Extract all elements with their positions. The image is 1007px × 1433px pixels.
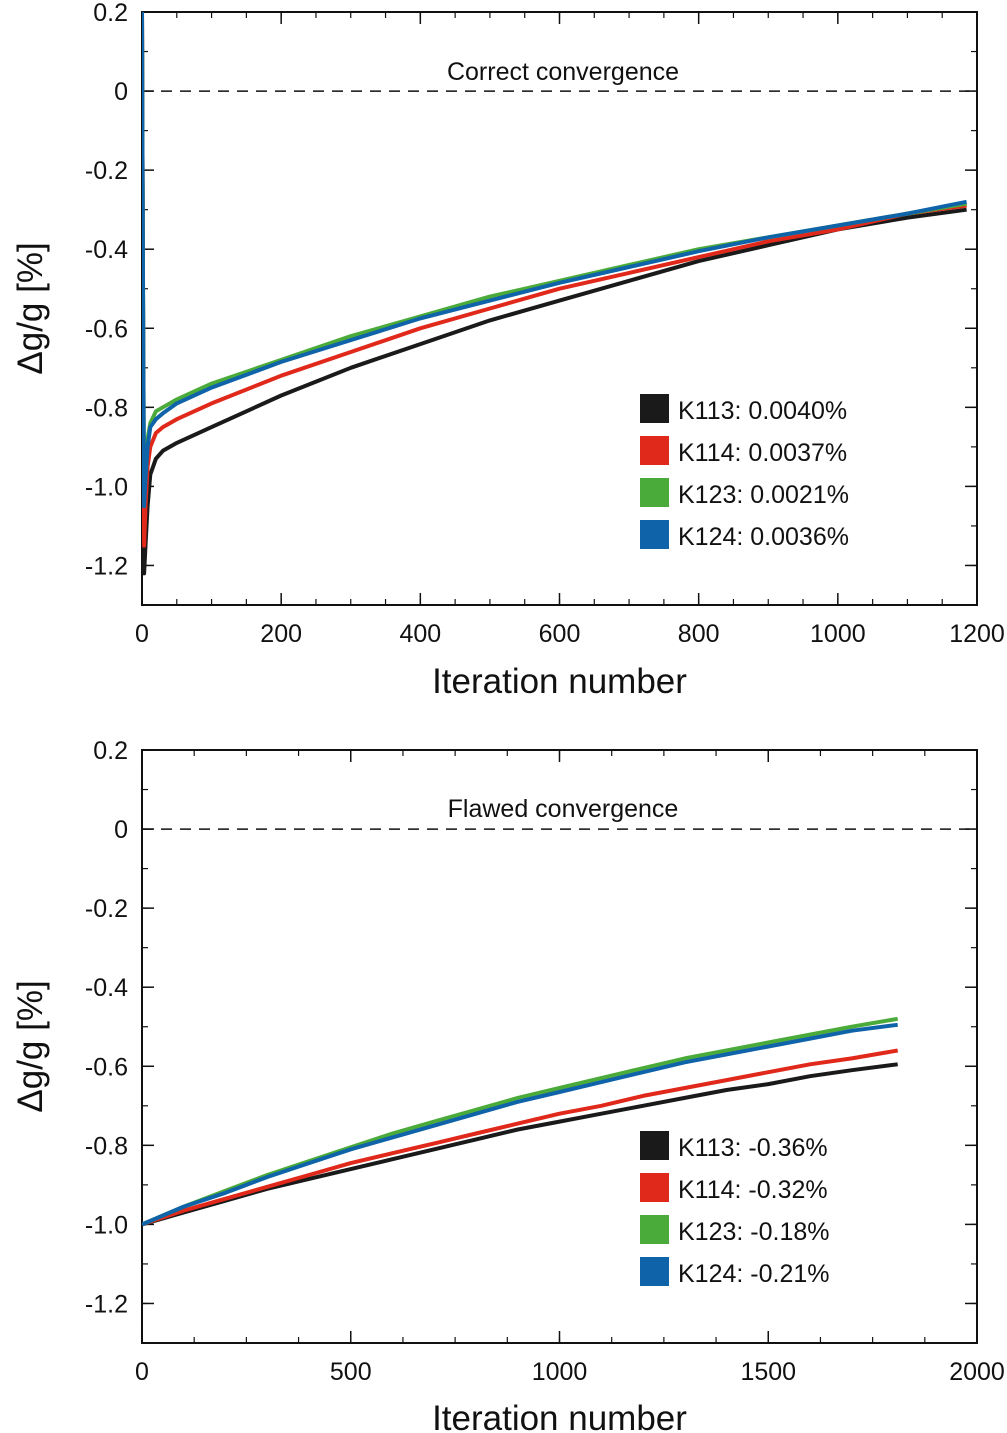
legend-label: K113: -0.36%: [678, 1134, 828, 1162]
x-tick-label: 600: [539, 620, 581, 648]
plot-frame: [141, 11, 978, 606]
legend-swatch: [640, 1257, 669, 1286]
y-tick-label: -0.6: [85, 315, 128, 343]
y-tick-label: 0.2: [93, 0, 128, 27]
x-tick-label: 200: [260, 620, 302, 648]
series-line-4: [142, 12, 967, 509]
y-tick-label: -0.6: [85, 1053, 128, 1081]
legend-label: K123: -0.18%: [678, 1218, 830, 1246]
x-tick-label: 1000: [810, 620, 866, 648]
y-tick-label: 0.2: [93, 737, 128, 765]
legend-swatch: [640, 394, 669, 423]
y-tick-label: -0.8: [85, 1132, 128, 1160]
series-line-2: [142, 1048, 899, 1227]
plot-frame: [141, 749, 978, 1344]
y-tick-label: -0.4: [85, 974, 128, 1002]
legend-label: K124: -0.21%: [678, 1260, 830, 1288]
series-line-2: [142, 12, 967, 548]
legend: K113: 0.0040% K114: 0.0037% K123: 0.0021% K…: [640, 394, 849, 551]
x-tick-label: 1200: [949, 620, 1005, 648]
legend: K113: -0.36% K114: -0.32% K123: -0.18% K124…: [640, 1131, 830, 1288]
x-tick-label: 1000: [532, 1358, 588, 1386]
x-tick-label: 2000: [949, 1358, 1005, 1386]
chart-panel-1: 0.2 0 -0.2 -0.4 -0.6 -0.8 -1.0 -1.2 0 200 400 600 80…: [11, 0, 1005, 701]
legend-swatch: [640, 520, 669, 549]
series-line-4: [142, 1022, 898, 1227]
y-tick-label: -0.4: [85, 236, 128, 264]
x-axis-title: Iteration number: [432, 1399, 687, 1433]
x-tick-label: 0: [135, 1358, 149, 1386]
legend-swatch: [640, 1131, 669, 1160]
x-tick-label: 0: [135, 620, 149, 648]
y-tick-label: -0.2: [85, 157, 128, 185]
chart-panel-2: 0.2 0 -0.2 -0.4 -0.6 -0.8 -1.0 -1.2 0 500 1000 1500…: [11, 737, 1005, 1433]
x-tick-label: 400: [399, 620, 441, 648]
legend-label: K124: 0.0036%: [678, 523, 849, 551]
x-axis-title: Iteration number: [432, 662, 687, 701]
y-tick-label: -1.0: [85, 473, 128, 501]
x-tick-label: 1500: [740, 1358, 796, 1386]
y-tick-label: -1.2: [85, 1290, 128, 1318]
y-tick-label: -1.0: [85, 1211, 128, 1239]
legend-label: K123: 0.0021%: [678, 481, 849, 509]
legend-swatch: [640, 478, 669, 507]
x-tick-label: 500: [330, 1358, 372, 1386]
legend-swatch: [640, 436, 669, 465]
legend-swatch: [640, 1173, 669, 1202]
y-tick-label: 0: [114, 78, 128, 106]
convergence-annotation: Correct convergence: [447, 58, 679, 86]
x-tick-label: 800: [678, 620, 720, 648]
convergence-annotation: Flawed convergence: [448, 795, 679, 823]
y-tick-label: -0.2: [85, 895, 128, 923]
legend-label: K114: 0.0037%: [678, 439, 847, 467]
y-tick-label: -1.2: [85, 552, 128, 580]
legend-label: K113: 0.0040%: [678, 397, 847, 425]
series-line-1: [142, 12, 967, 576]
y-axis-title: Δg/g [%]: [11, 242, 50, 374]
legend-swatch: [640, 1215, 669, 1244]
y-axis-title: Δg/g [%]: [11, 980, 50, 1112]
y-tick-label: -0.8: [85, 394, 128, 422]
y-tick-label: 0: [114, 816, 128, 844]
legend-label: K114: -0.32%: [678, 1176, 828, 1204]
